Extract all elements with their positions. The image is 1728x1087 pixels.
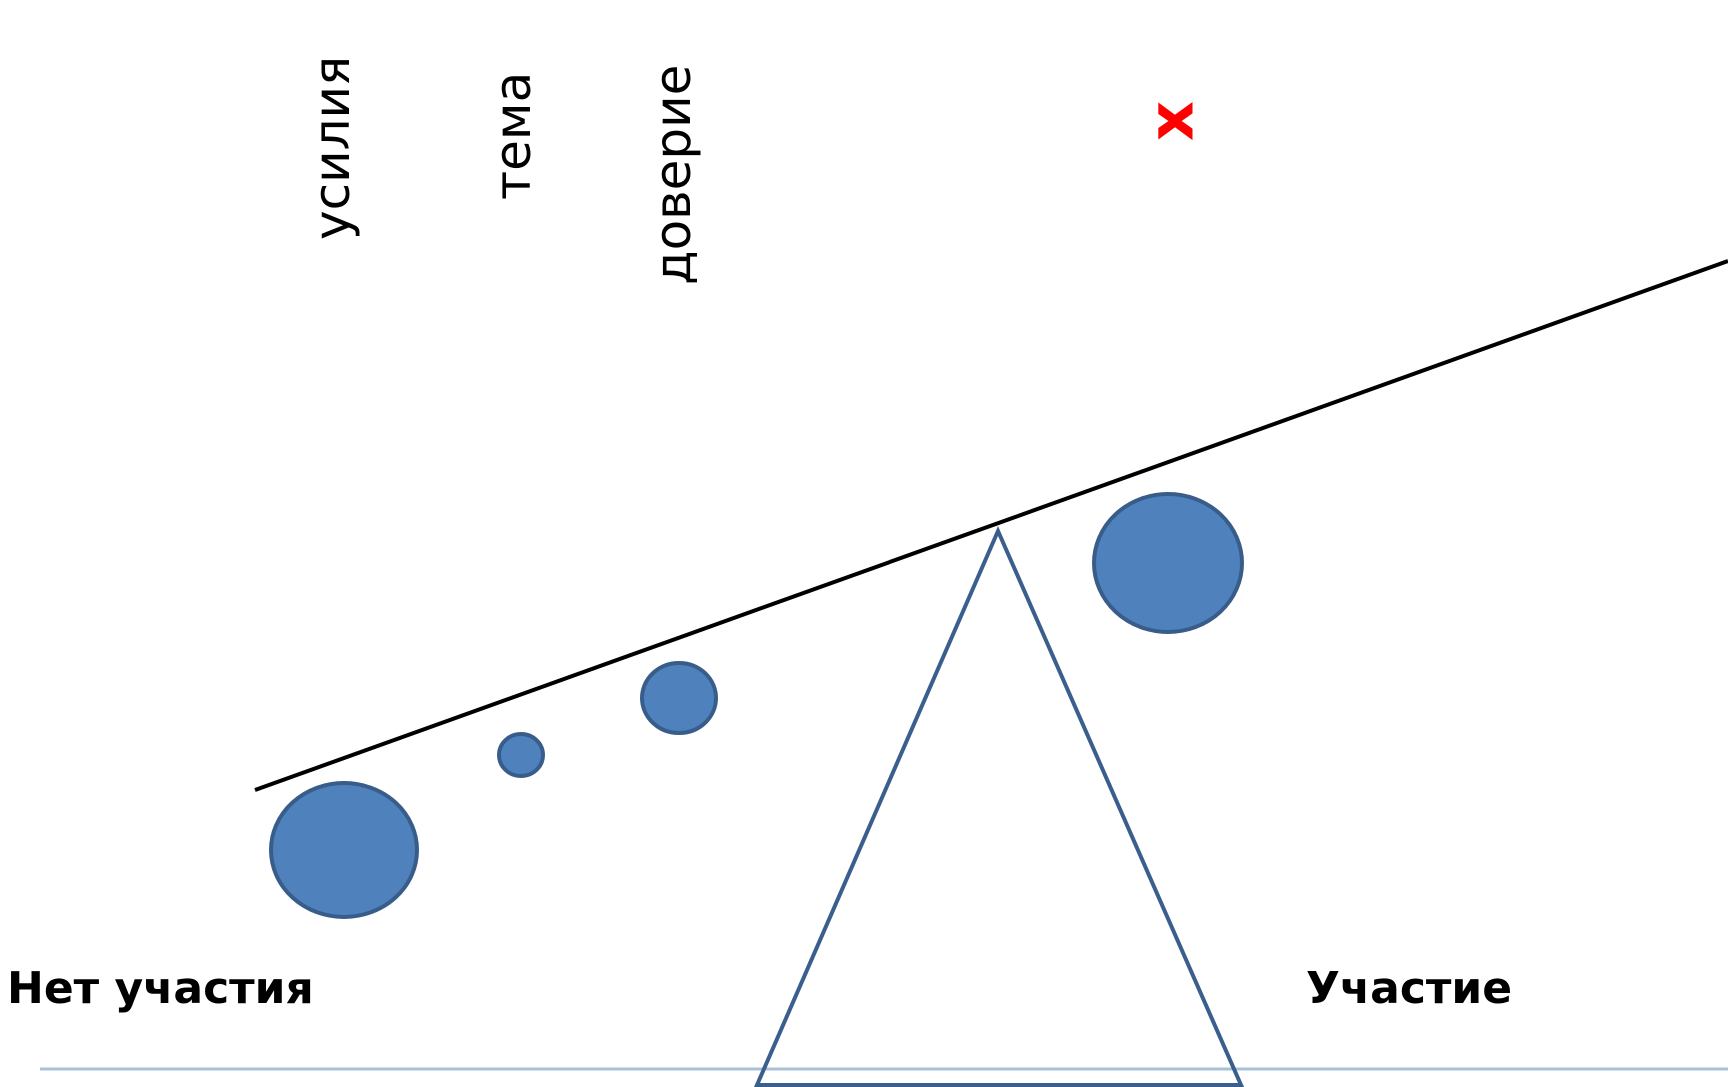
fulcrum-triangle (753, 526, 1245, 1087)
weight-circle-left-large (269, 781, 419, 919)
label-trust: доверие (644, 65, 702, 285)
label-participation: Участие (1306, 963, 1512, 1014)
weight-circle-medium (640, 661, 718, 735)
cross-mark-icon: x (1135, 101, 1208, 141)
seesaw-beam (254, 259, 1728, 792)
weight-circle-right-large (1092, 492, 1244, 634)
weight-circle-small (497, 732, 545, 778)
label-effort: усилия (303, 56, 361, 240)
label-topic: тема (484, 72, 542, 200)
label-no-participation: Нет участия (7, 963, 314, 1014)
